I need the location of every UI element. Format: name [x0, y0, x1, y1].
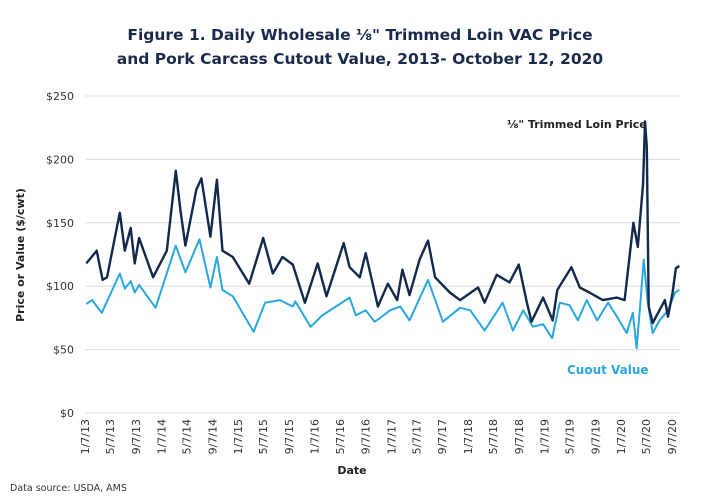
x-tick-label: 9/7/18	[513, 419, 526, 454]
y-axis-label: Price or Value ($/cwt)	[14, 188, 27, 322]
x-tick-label: 9/7/17	[436, 419, 449, 454]
x-tick-label: 1/7/16	[309, 419, 322, 454]
series-line-loin	[85, 120, 680, 325]
x-tick-label: 5/7/19	[563, 419, 576, 454]
x-tick-label: 5/7/13	[104, 419, 117, 454]
x-tick-label: 5/7/15	[257, 419, 270, 454]
x-tick-label: 9/7/14	[206, 419, 219, 454]
x-tick-label: 9/7/19	[589, 419, 602, 454]
series-label-loin: ⅛" Trimmed Loin Price	[507, 118, 647, 131]
x-tick-label: 1/7/17	[385, 419, 398, 454]
gridlines	[85, 95, 680, 414]
x-tick-label: 1/7/14	[156, 419, 169, 454]
x-tick-label: 9/7/20	[666, 419, 679, 454]
series-label-cutout: Cuout Value	[567, 363, 649, 377]
x-axis-ticks: 1/7/13 5/7/13 9/7/13 1/7/14 5/7/14 9/7/14 1/7/…	[79, 419, 679, 454]
x-tick-label: 1/7/19	[538, 419, 551, 454]
y-tick-label: $100	[46, 280, 74, 293]
x-tick-label: 1/7/18	[462, 419, 475, 454]
x-tick-label: 5/7/17	[410, 419, 423, 454]
chart-title: Figure 1. Daily Wholesale ⅛" Trimmed Loi…	[127, 26, 592, 44]
x-tick-label: 9/7/16	[360, 419, 373, 454]
series-line-cutout	[85, 238, 680, 350]
x-tick-label: 1/7/20	[615, 419, 628, 454]
x-tick-label: 5/7/20	[640, 419, 653, 454]
x-tick-label: 5/7/14	[181, 419, 194, 454]
x-tick-label: 1/7/13	[79, 419, 92, 454]
series-lines	[85, 120, 680, 350]
y-tick-label: $200	[46, 153, 74, 166]
x-axis-label: Date	[337, 464, 366, 477]
x-tick-label: 9/7/13	[130, 419, 143, 454]
x-tick-label: 5/7/18	[487, 419, 500, 454]
x-tick-label: 5/7/16	[334, 419, 347, 454]
y-tick-label: $250	[46, 90, 74, 103]
y-tick-label: $50	[53, 344, 74, 357]
data-source: Data source: USDA, AMS	[10, 483, 127, 494]
x-tick-label: 1/7/15	[232, 419, 245, 454]
x-tick-label: 9/7/15	[283, 419, 296, 454]
chart-subtitle: and Pork Carcass Cutout Value, 2013- Oct…	[117, 50, 604, 68]
y-axis-ticks: $0 $50 $100 $150 $200 $250	[46, 90, 74, 420]
y-tick-label: $150	[46, 217, 74, 230]
y-tick-label: $0	[60, 407, 74, 420]
